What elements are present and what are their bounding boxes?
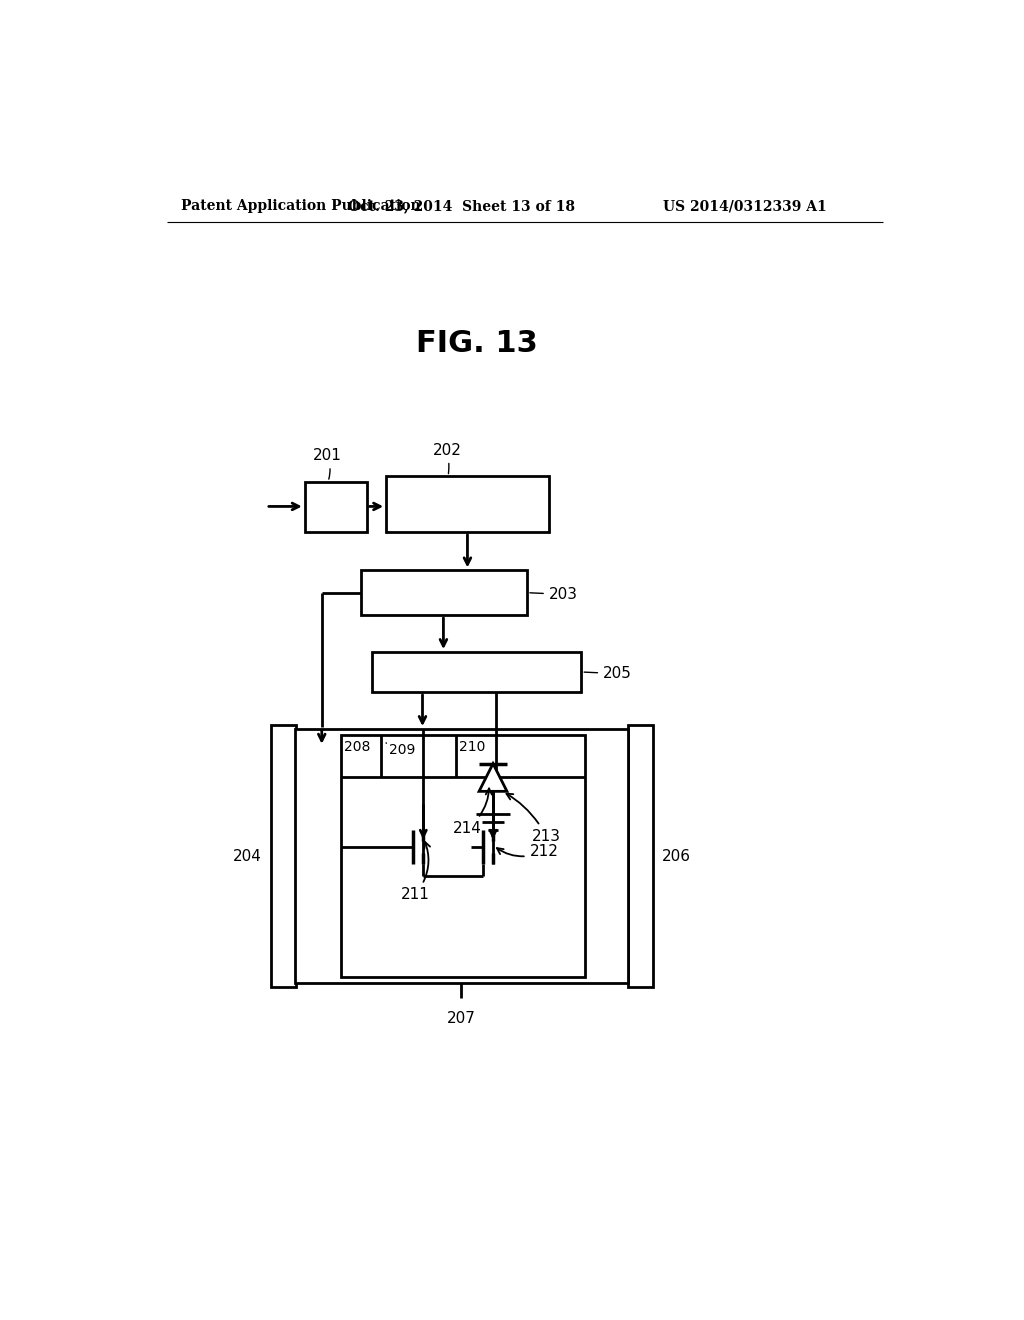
Bar bbox=[360, 570, 527, 615]
Polygon shape bbox=[479, 763, 507, 792]
Text: Patent Application Publication: Patent Application Publication bbox=[180, 199, 420, 213]
Text: 203: 203 bbox=[529, 587, 578, 602]
Text: 209: 209 bbox=[386, 743, 416, 756]
Text: 204: 204 bbox=[233, 849, 262, 863]
Text: 201: 201 bbox=[312, 449, 341, 479]
Text: 210: 210 bbox=[459, 739, 485, 754]
Bar bbox=[305, 482, 367, 532]
Text: 208: 208 bbox=[344, 739, 371, 754]
Bar bbox=[386, 477, 549, 532]
Text: 214: 214 bbox=[453, 788, 492, 836]
Bar bbox=[295, 729, 628, 983]
Text: US 2014/0312339 A1: US 2014/0312339 A1 bbox=[663, 199, 826, 213]
Text: 206: 206 bbox=[662, 849, 691, 863]
Text: 213: 213 bbox=[507, 793, 561, 843]
Text: 211: 211 bbox=[400, 842, 430, 902]
Bar bbox=[372, 652, 582, 692]
Text: 205: 205 bbox=[584, 667, 632, 681]
Bar bbox=[341, 735, 586, 977]
Bar bbox=[271, 725, 296, 987]
Text: 212: 212 bbox=[497, 843, 558, 859]
Bar bbox=[628, 725, 652, 987]
Text: 207: 207 bbox=[446, 1011, 476, 1026]
Text: 202: 202 bbox=[432, 442, 462, 474]
Text: Oct. 23, 2014  Sheet 13 of 18: Oct. 23, 2014 Sheet 13 of 18 bbox=[348, 199, 574, 213]
Text: FIG. 13: FIG. 13 bbox=[416, 329, 538, 358]
